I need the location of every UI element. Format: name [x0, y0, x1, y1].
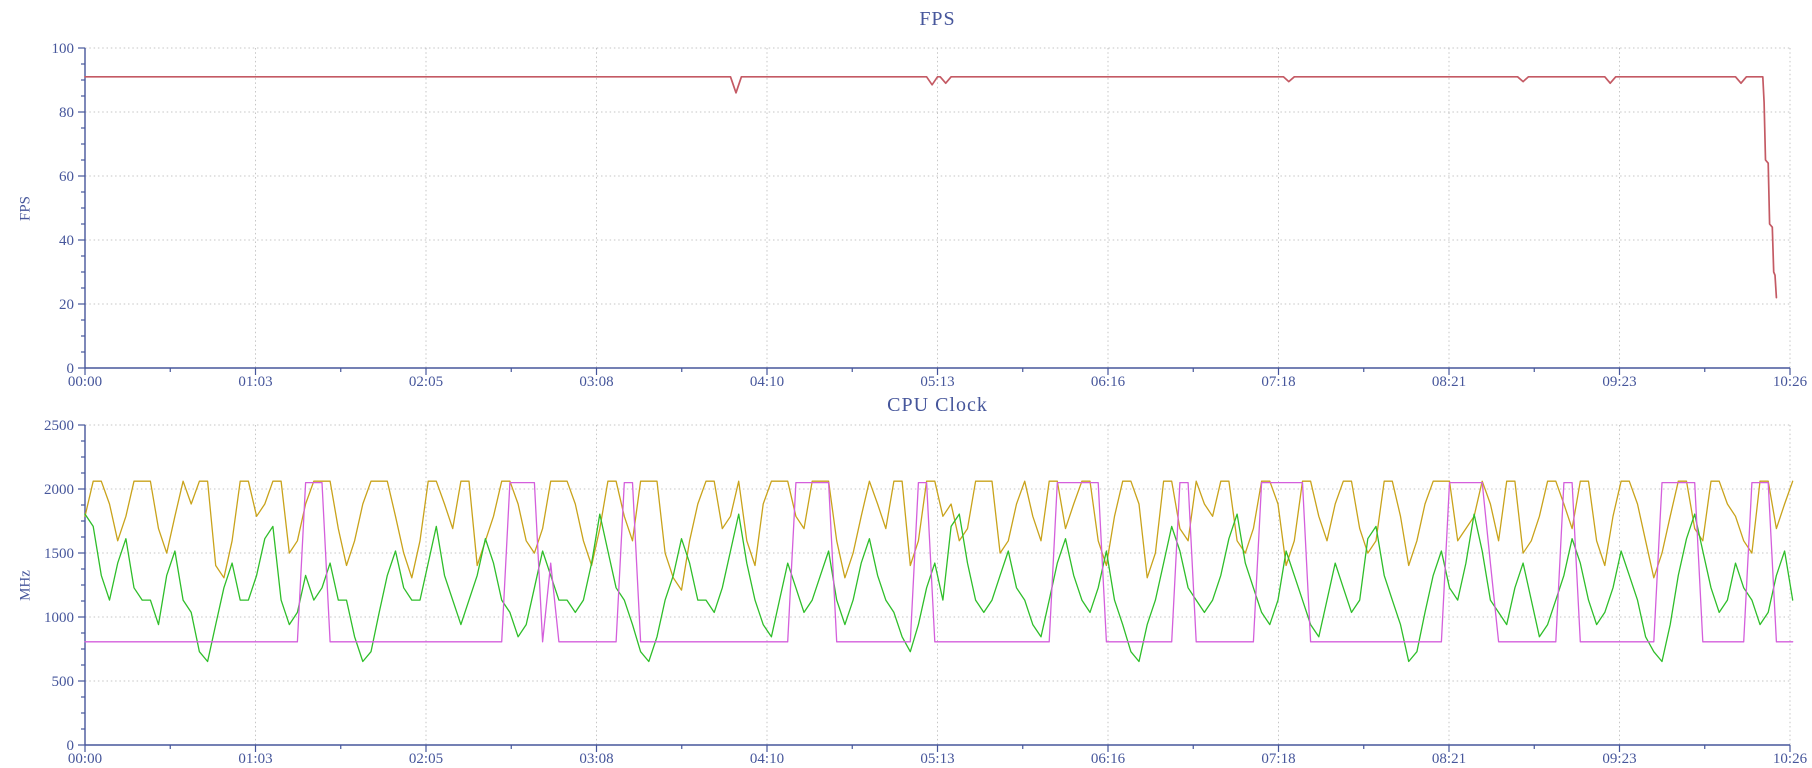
- fps-plot-area: 0 20 40 60 80 100 00:00 01:03 02:05 03:08 04:10 05:…: [52, 41, 1808, 390]
- x-tick-label: 07:18: [1261, 751, 1295, 767]
- x-tick-label: 01:03: [238, 374, 272, 390]
- x-tick-label: 04:10: [750, 751, 784, 767]
- y-tick-label: 2500: [44, 418, 74, 434]
- cpu-clock-plot-area: 0 500 1000 1500 2000 2500 00:00 01:03 02:05 03:08…: [44, 418, 1808, 767]
- y-tick-label: 1000: [44, 610, 74, 626]
- y-tick-label: 0: [67, 738, 75, 754]
- x-tick-label: 03:08: [579, 374, 613, 390]
- x-tick-label: 06:16: [1091, 374, 1126, 390]
- y-tick-label: 20: [59, 297, 74, 313]
- fps-chart-title: FPS: [919, 8, 956, 30]
- x-tick-label: 01:03: [238, 751, 272, 767]
- x-tick-label: 06:16: [1091, 751, 1126, 767]
- x-tick-label: 00:00: [68, 374, 102, 390]
- fps-y-axis-label: FPS: [17, 195, 34, 222]
- cpu-clock-y-axis-label: MHz: [17, 570, 34, 601]
- cpu-series-gold-line: [84, 480, 1794, 591]
- x-tick-label: 03:08: [579, 751, 613, 767]
- x-tick-label: 10:26: [1773, 751, 1808, 767]
- y-tick-label: 500: [52, 674, 75, 690]
- x-tick-label: 08:21: [1432, 374, 1466, 390]
- fps-series-line: [84, 75, 1778, 299]
- x-tick-label: 00:00: [68, 751, 102, 767]
- cpu-clock-chart-title: CPU Clock: [887, 394, 988, 416]
- y-tick-label: 0: [67, 361, 75, 377]
- cpu-series-green-line: [84, 513, 1794, 663]
- cpu-clock-chart: CPU Clock MHz 0 500 1000 1500 2000 2500 00:00 0…: [0, 392, 1812, 768]
- fps-chart: FPS FPS 0 20 40 60 80 100 00:00 01:03 02:05 03:08…: [17, 8, 1808, 390]
- x-tick-label: 10:26: [1773, 374, 1808, 390]
- x-tick-label: 09:23: [1602, 751, 1636, 767]
- y-tick-label: 100: [52, 41, 75, 57]
- x-tick-label: 04:10: [750, 374, 784, 390]
- y-tick-label: 1500: [44, 546, 74, 562]
- x-tick-label: 02:05: [409, 374, 443, 390]
- x-tick-label: 02:05: [409, 751, 443, 767]
- x-tick-label: 05:13: [920, 751, 954, 767]
- cpu-series-magenta-line: [84, 481, 1794, 643]
- y-tick-label: 60: [59, 169, 74, 185]
- x-tick-label: 08:21: [1432, 751, 1466, 767]
- y-tick-label: 80: [59, 105, 74, 121]
- x-tick-label: 05:13: [920, 374, 954, 390]
- x-tick-label: 09:23: [1602, 374, 1636, 390]
- x-tick-label: 07:18: [1261, 374, 1295, 390]
- y-tick-label: 2000: [44, 482, 74, 498]
- y-tick-label: 40: [59, 233, 74, 249]
